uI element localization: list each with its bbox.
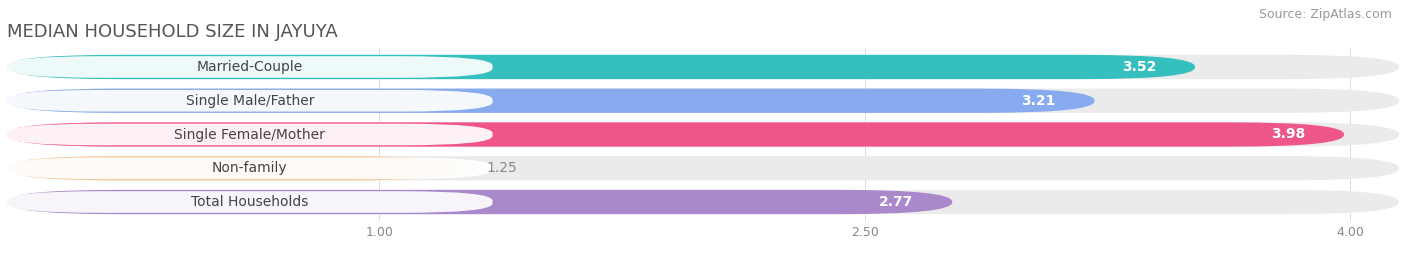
FancyBboxPatch shape — [7, 55, 1195, 79]
FancyBboxPatch shape — [7, 156, 460, 180]
Text: Single Female/Mother: Single Female/Mother — [174, 128, 325, 141]
Text: 2.77: 2.77 — [879, 195, 914, 209]
FancyBboxPatch shape — [7, 122, 1399, 147]
FancyBboxPatch shape — [7, 191, 492, 213]
FancyBboxPatch shape — [7, 55, 1399, 79]
FancyBboxPatch shape — [7, 90, 492, 112]
FancyBboxPatch shape — [7, 190, 952, 214]
FancyBboxPatch shape — [7, 156, 1399, 180]
Text: 1.25: 1.25 — [486, 161, 517, 175]
FancyBboxPatch shape — [7, 89, 1399, 113]
Text: 3.98: 3.98 — [1271, 128, 1305, 141]
Text: Source: ZipAtlas.com: Source: ZipAtlas.com — [1258, 8, 1392, 21]
Text: Single Male/Father: Single Male/Father — [186, 94, 314, 108]
Text: 3.21: 3.21 — [1022, 94, 1056, 108]
Text: Non-family: Non-family — [212, 161, 288, 175]
Text: MEDIAN HOUSEHOLD SIZE IN JAYUYA: MEDIAN HOUSEHOLD SIZE IN JAYUYA — [7, 23, 337, 41]
FancyBboxPatch shape — [7, 157, 492, 179]
Text: Married-Couple: Married-Couple — [197, 60, 302, 74]
FancyBboxPatch shape — [7, 122, 1344, 147]
FancyBboxPatch shape — [7, 56, 492, 78]
Text: 3.52: 3.52 — [1122, 60, 1156, 74]
FancyBboxPatch shape — [7, 124, 492, 145]
Text: Total Households: Total Households — [191, 195, 308, 209]
FancyBboxPatch shape — [7, 190, 1399, 214]
FancyBboxPatch shape — [7, 89, 1095, 113]
